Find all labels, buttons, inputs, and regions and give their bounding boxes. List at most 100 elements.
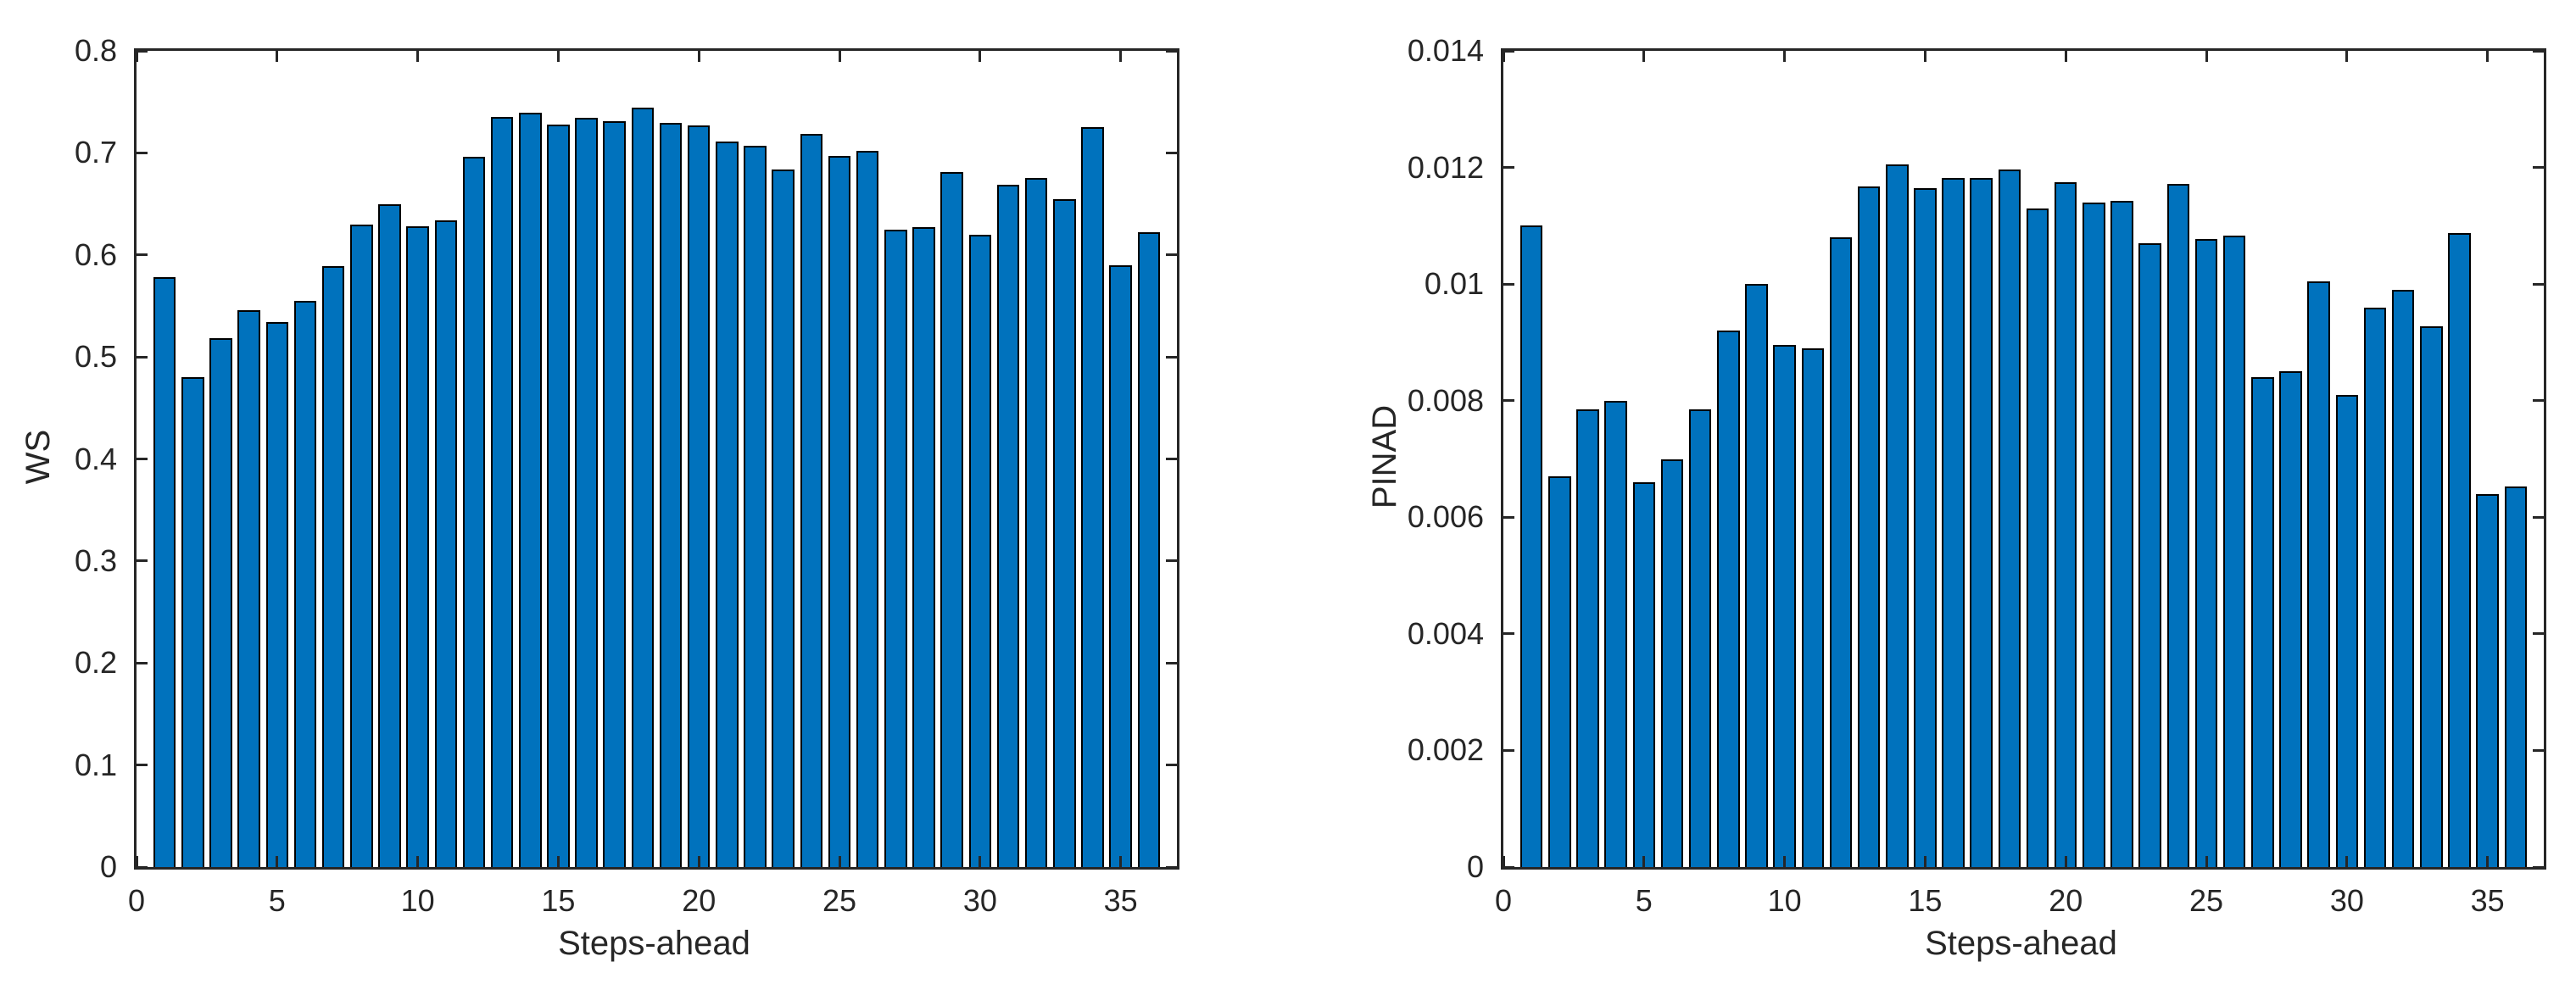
y-tick [1503,49,1514,53]
y-tick [1166,49,1177,53]
bar-ws-step-20 [687,125,711,867]
x-tick [1642,856,1646,867]
x-tick-label: 0 [1494,883,1513,918]
y-tick [1503,166,1514,170]
y-tick [2533,632,2544,636]
y-tick [1166,661,1177,664]
y-tick [1166,559,1177,563]
bar-pinad-step-24 [2166,183,2190,867]
y-tick [1166,458,1177,460]
bar-ws-step-11 [434,220,458,867]
x-tick [416,856,420,867]
bar-pinad-step-17 [1970,177,1993,867]
y-tick-label: 0.002 [1407,732,1484,768]
x-tick [838,51,841,62]
bar-ws-step-10 [406,226,429,867]
bar-ws-step-27 [884,229,907,867]
x-tick [2205,856,2208,867]
x-tick-label: 20 [2049,883,2083,918]
bar-ws-step-2 [181,377,204,867]
y-tick [2533,49,2544,53]
bar-pinad-step-8 [1717,331,1740,867]
bar-ws-step-24 [800,133,823,867]
bar-pinad-step-32 [2391,290,2415,867]
x-tick-label: 30 [962,883,997,918]
y-tick [137,661,148,664]
x-tick [1923,856,1926,867]
pinad-x-axis-label: Steps-ahead [1925,925,2117,962]
y-tick [2533,282,2544,286]
x-tick-label: 35 [1103,883,1138,918]
bar-pinad-step-9 [1745,284,1768,867]
y-tick-label: 0.008 [1407,382,1484,418]
y-tick-label: 0 [99,849,117,884]
bar-ws-step-32 [1024,178,1048,867]
y-tick [1503,632,1514,636]
y-tick [137,559,148,563]
y-tick [1503,399,1514,403]
x-tick [1783,51,1787,62]
y-tick-label: 0.2 [74,645,117,681]
y-tick [1503,748,1514,752]
x-tick-label: 30 [2329,883,2364,918]
bar-pinad-step-5 [1632,482,1656,867]
x-tick [2064,51,2067,62]
bar-pinad-step-3 [1576,409,1599,867]
bar-pinad-step-30 [2335,394,2359,867]
x-tick [979,856,982,867]
x-tick-label: 25 [2189,883,2224,918]
x-tick [276,856,279,867]
bar-ws-step-31 [996,184,1020,867]
bar-ws-step-1 [153,277,176,867]
x-tick [697,51,700,62]
y-tick [137,458,148,460]
y-tick [1166,253,1177,257]
x-tick-label: 10 [1767,883,1802,918]
y-tick [2533,515,2544,519]
y-tick [137,49,148,53]
bar-pinad-step-31 [2363,307,2387,867]
bar-pinad-step-35 [2476,493,2499,867]
bar-pinad-step-29 [2307,281,2330,867]
bar-ws-step-35 [1109,264,1132,867]
x-tick [1119,856,1123,867]
bar-pinad-step-2 [1548,476,1571,867]
bar-ws-step-22 [744,145,767,867]
x-tick [1783,856,1787,867]
bar-pinad-step-20 [2054,181,2077,867]
bar-ws-step-28 [912,227,935,867]
y-tick [137,151,148,154]
y-tick [1503,515,1514,519]
x-tick-label: 5 [1635,883,1653,918]
bar-pinad-step-26 [2222,236,2246,867]
bar-pinad-step-11 [1801,347,1825,867]
bar-ws-step-33 [1053,198,1076,867]
bar-pinad-step-27 [2251,377,2274,867]
bar-pinad-step-23 [2138,243,2161,867]
bar-ws-step-4 [237,309,260,867]
y-tick [137,865,148,869]
y-tick-label: 0.3 [74,542,117,578]
bar-pinad-step-15 [1914,187,1937,867]
x-tick [556,51,560,62]
y-tick-label: 0.5 [74,339,117,375]
y-tick-label: 0.012 [1407,149,1484,185]
pinad-y-axis-label: PINAD [1366,404,1403,509]
y-tick-label: 0.01 [1424,266,1484,302]
y-tick [2533,748,2544,752]
y-tick-label: 0.014 [1407,33,1484,68]
ws-chart: WS Steps-ahead 0 5 10 15 20 25 30 35 0 0.1 0.2 0.3 0… [20,34,1179,962]
x-tick-label: 15 [1908,883,1943,918]
bar-pinad-step-28 [2279,371,2302,867]
x-tick [2486,51,2490,62]
x-tick [2345,856,2349,867]
x-tick [135,51,138,62]
x-tick [416,51,420,62]
bar-pinad-step-7 [1688,409,1712,867]
bar-ws-step-14 [519,113,542,867]
y-tick-label: 0.7 [74,135,117,170]
bar-pinad-step-12 [1829,237,1853,867]
bar-pinad-step-19 [2026,208,2049,867]
bar-ws-step-23 [772,169,795,867]
